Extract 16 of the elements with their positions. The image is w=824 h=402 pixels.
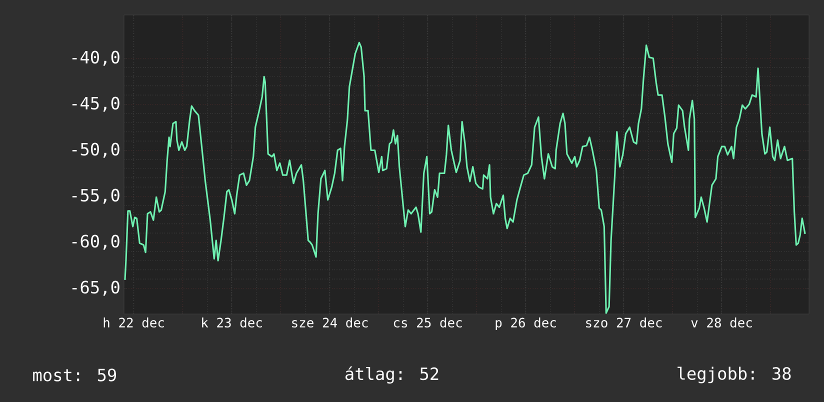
y-tick-label: -45,0 xyxy=(72,96,120,112)
x-tick-label: cs 25 dec xyxy=(394,318,462,328)
x-tick-label: k 23 dec xyxy=(202,318,262,328)
text: legjobb: 38 xyxy=(678,366,791,384)
x-tick-label: p 26 dec xyxy=(496,318,556,330)
x-tick-label: sze 24 dec xyxy=(292,318,368,328)
text: átlag: 52 xyxy=(346,366,438,384)
y-tick-label: -55,0 xyxy=(72,188,120,204)
text: most: 59 xyxy=(33,368,116,382)
x-tick-label: v 28 dec xyxy=(691,318,752,328)
x-tick-label: h 22 dec xyxy=(104,318,164,328)
y-tick-label: -60,0 xyxy=(72,234,120,250)
y-tick-label: -50,0 xyxy=(72,142,120,158)
y-tick-label: -40,0 xyxy=(72,50,120,66)
x-tick-label: szo 27 dec xyxy=(586,318,662,328)
y-tick-label: -65,0 xyxy=(72,280,120,296)
